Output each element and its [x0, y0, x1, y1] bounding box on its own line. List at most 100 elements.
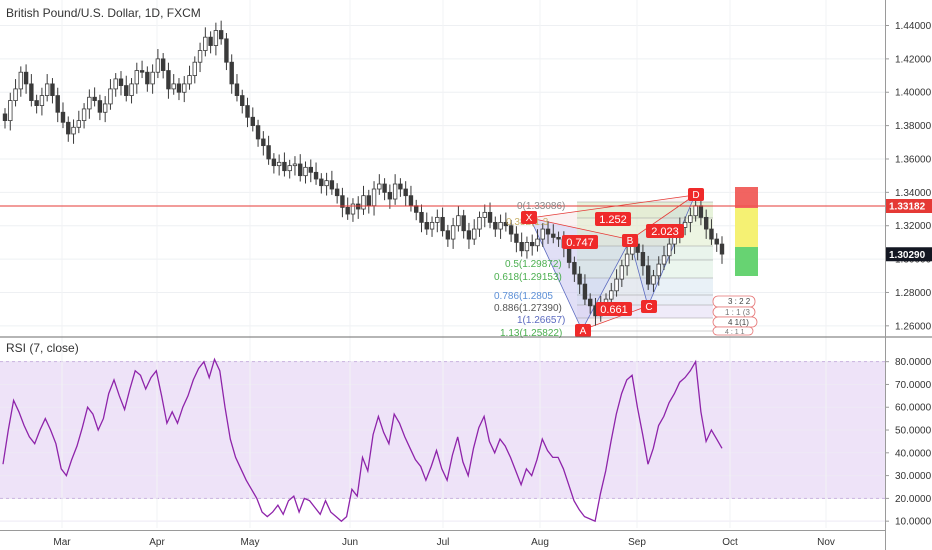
fib-zone-786 [577, 278, 713, 295]
candle-body [39, 95, 45, 106]
point-b-label: B [627, 236, 634, 247]
time-axis[interactable]: Mar Apr May Jun Jul Aug Sep Oct Nov [53, 537, 835, 548]
candle-body [113, 78, 118, 90]
price-tick-label: 1.36000 [895, 154, 932, 165]
candle-body [250, 116, 255, 127]
candle-body [34, 100, 39, 106]
icon-label-2: 1 : 1 (3 [725, 308, 750, 317]
candle-body [398, 183, 403, 190]
rsi-tick-label: 70.0000 [895, 380, 932, 391]
candle-body [566, 247, 572, 263]
candle-body [118, 78, 124, 86]
fib-label-618: 0.618(1.29153) [494, 272, 562, 283]
rsi-tick-label: 10.0000 [895, 517, 932, 528]
candle-body [129, 83, 134, 96]
icon-label-4: 4 : 1 1 [725, 329, 745, 336]
month-tick-label: May [241, 537, 260, 548]
candle-body [298, 163, 303, 177]
candle-body [377, 183, 382, 190]
price-tick-label: 1.44000 [895, 21, 932, 32]
candle-body [71, 126, 76, 135]
candle-body [440, 216, 445, 232]
small-icons: 3 : 2 2 1 : 1 (3 4 1(1) 4 : 1 1 [712, 295, 758, 336]
candle-body [60, 111, 66, 123]
candle-body [287, 165, 292, 172]
candle-body [361, 195, 366, 210]
rsi-line [2, 357, 723, 523]
candle-body [651, 275, 656, 285]
candle-body [609, 290, 614, 300]
candle-body [213, 30, 219, 46]
candle-body [387, 191, 393, 200]
candle-body [551, 233, 556, 238]
candle-body [182, 83, 187, 93]
rsi-tick-label: 20.0000 [895, 494, 932, 505]
candle-body [166, 70, 171, 90]
candle-body [577, 273, 582, 285]
candle-body [266, 145, 271, 160]
candle-body [530, 242, 535, 247]
candle-body [703, 216, 709, 230]
point-x: X [521, 211, 537, 224]
point-x-label: X [526, 213, 533, 224]
candle-body [445, 230, 451, 240]
candle-body [234, 83, 240, 96]
candle-body [187, 75, 192, 85]
price-tick-label: 1.28000 [895, 288, 932, 299]
candle-body [424, 221, 429, 230]
candle-body [661, 255, 667, 265]
fib-label-786: 0.786(1.2805 [494, 291, 553, 302]
candle-body [545, 228, 551, 235]
candle-body [414, 205, 419, 213]
ratio-ac: 0.661 [596, 302, 632, 316]
candle-body [392, 183, 398, 200]
candle-body [719, 243, 725, 255]
candle-body [366, 195, 371, 207]
rsi-pane[interactable]: RSI (7, close) [2, 341, 723, 523]
candle-body [276, 161, 282, 167]
candle-body [76, 120, 82, 128]
icon-label-3: 4 1(1) [728, 318, 749, 327]
month-tick-label: Jul [437, 537, 450, 548]
candle-body [524, 242, 530, 252]
ratio-bd: 2.023 [646, 224, 684, 238]
month-tick-label: Aug [531, 537, 549, 548]
candle-body [429, 221, 435, 230]
price-tick-label: 1.32000 [895, 221, 932, 232]
candle-body [66, 121, 71, 135]
rsi-axis[interactable]: 80.0000 70.0000 60.0000 50.0000 40.0000 30.00… [885, 357, 932, 528]
rsi-tick-label: 80.0000 [895, 357, 932, 368]
candle-body [2, 113, 8, 122]
candle-body [482, 211, 487, 218]
candle-body [313, 171, 319, 180]
candle-body [197, 50, 203, 63]
candle-body [556, 237, 561, 240]
candle-body [255, 125, 261, 140]
candle-body [23, 71, 29, 85]
price-tick-label: 1.34000 [895, 188, 932, 199]
candle-body [656, 263, 661, 277]
candle-body [55, 95, 60, 113]
ratio-bd-label: 2.023 [651, 226, 679, 238]
price-label-text: 1.33182 [889, 202, 926, 213]
candle-body [324, 180, 329, 187]
candle-body [466, 230, 472, 240]
price-tick-label: 1.42000 [895, 54, 932, 65]
candle-body [645, 265, 651, 285]
target-box-stop [735, 187, 758, 208]
candle-body [688, 215, 693, 223]
candle-body [667, 243, 672, 257]
candle-body [619, 265, 625, 280]
candle-body [519, 242, 524, 252]
candle-body [92, 96, 97, 101]
point-d-label: D [692, 190, 699, 201]
target-box-profit [735, 247, 758, 276]
candle-body [261, 138, 266, 147]
fib-label-886: 0.886(1.27390) [494, 303, 562, 314]
main-pane[interactable]: 0(1.33086) 0.382(1.3 0.5(1.29872) 0.618(… [0, 0, 885, 528]
point-a: A [575, 324, 591, 337]
candle-body [176, 83, 182, 93]
candle-body [192, 61, 197, 76]
candle-body [124, 85, 129, 96]
